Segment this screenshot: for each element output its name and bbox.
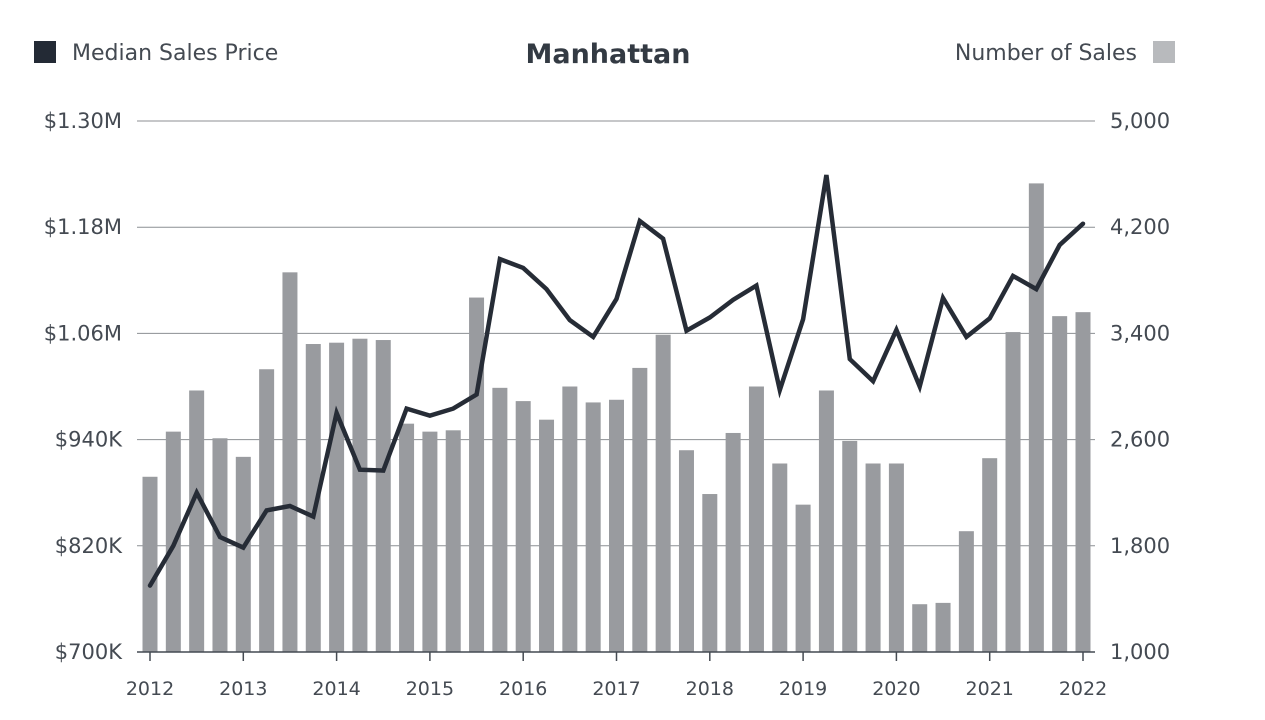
x-tick-label: 2014: [312, 678, 360, 700]
bar: [748, 386, 764, 652]
bar: [888, 463, 904, 652]
legend-label-number-of-sales: Number of Sales: [955, 41, 1137, 66]
bar: [632, 367, 648, 652]
bar: [702, 494, 718, 652]
bar: [492, 387, 508, 652]
bar: [585, 402, 601, 652]
right-tick-label: 1,800: [1110, 534, 1170, 558]
series-line-median-sales-price: [147, 174, 1086, 588]
bar: [678, 450, 694, 652]
x-tick-label: 2015: [406, 678, 454, 700]
bar: [235, 456, 251, 652]
bar: [609, 399, 624, 652]
bar: [725, 432, 741, 652]
bar: [795, 504, 811, 652]
right-tick-label: 1,000: [1110, 640, 1170, 664]
left-tick-label: $940K: [55, 428, 123, 452]
left-tick-label: $1.18M: [44, 215, 122, 239]
bar: [445, 430, 461, 652]
bar: [469, 297, 485, 652]
bar: [958, 531, 974, 652]
bar: [912, 604, 928, 652]
x-tick-label: 2020: [872, 678, 920, 700]
bar: [1075, 312, 1091, 652]
x-tick-label: 2016: [499, 678, 547, 700]
bar: [655, 334, 671, 652]
x-tick-label: 2017: [592, 678, 640, 700]
x-tick-label: 2021: [966, 678, 1014, 700]
x-tick-label: 2012: [126, 678, 174, 700]
bar: [352, 338, 368, 652]
right-axis-ticks: 1,000 1,800 2,600 3,400 4,200 5,000: [1110, 109, 1170, 664]
bar: [282, 272, 298, 652]
bar: [935, 602, 951, 652]
bar: [818, 390, 834, 652]
bar: [329, 342, 345, 652]
right-tick-label: 3,400: [1110, 321, 1170, 345]
x-tick-label: 2019: [779, 678, 827, 700]
bar: [142, 476, 158, 652]
bar: [189, 390, 205, 652]
bar: [422, 431, 438, 652]
bar: [1028, 183, 1044, 652]
bar: [1005, 332, 1021, 652]
bar: [375, 340, 391, 652]
right-tick-label: 5,000: [1110, 109, 1170, 133]
line-median-sales-price: [147, 174, 1086, 588]
left-tick-label: $1.06M: [44, 321, 122, 345]
chart-title: Manhattan: [525, 39, 690, 70]
left-tick-label: $820K: [55, 534, 123, 558]
bar: [539, 419, 555, 652]
right-tick-label: 2,600: [1110, 428, 1170, 452]
bar: [1052, 316, 1068, 652]
right-tick-label: 4,200: [1110, 215, 1170, 239]
left-tick-label: $700K: [55, 640, 123, 664]
legend-swatch-median-price: [34, 41, 56, 63]
bar: [982, 458, 998, 652]
bar: [865, 463, 881, 652]
bar: [842, 440, 858, 652]
x-tick-label: 2022: [1059, 678, 1107, 700]
bars-number-of-sales: [142, 183, 1091, 652]
x-tick-label: 2018: [686, 678, 734, 700]
bar: [305, 344, 321, 652]
x-tick-label: 2013: [219, 678, 267, 700]
bar: [772, 463, 788, 652]
legend-label-median-price: Median Sales Price: [72, 41, 278, 66]
x-axis: 2012 2013 2014 2015 2016 2017 2018 2019 2020 2021…: [126, 651, 1107, 700]
legend-swatch-number-of-sales: [1153, 41, 1175, 63]
left-tick-label: $1.30M: [44, 109, 122, 133]
bar: [515, 401, 531, 652]
bar: [399, 423, 415, 652]
bar: [562, 386, 578, 652]
left-axis-ticks: $700K $820K $940K $1.06M $1.18M $1.30M: [44, 109, 123, 664]
bar: [212, 438, 228, 652]
